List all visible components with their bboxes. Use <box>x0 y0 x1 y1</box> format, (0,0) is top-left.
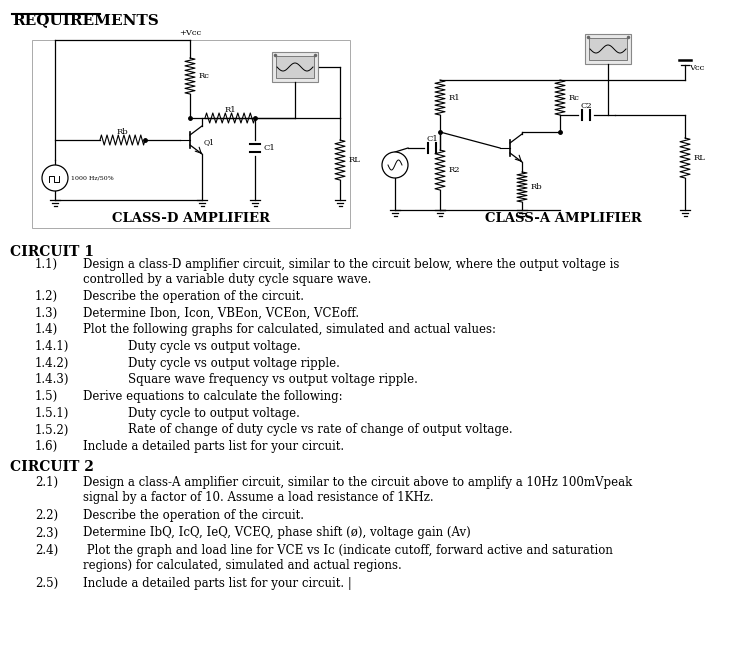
Text: 1.5.1): 1.5.1) <box>35 407 69 420</box>
Text: REQUIREMENTS: REQUIREMENTS <box>12 13 158 27</box>
Text: Rc: Rc <box>569 93 580 101</box>
Text: CLASS-D AMPLIFIER: CLASS-D AMPLIFIER <box>112 212 270 225</box>
Text: 2.1): 2.1) <box>35 476 58 489</box>
Text: Plot the following graphs for calculated, simulated and actual values:: Plot the following graphs for calculated… <box>83 323 496 336</box>
Circle shape <box>42 165 68 191</box>
Text: R1: R1 <box>224 106 236 114</box>
Text: Determine Ibon, Icon, VBEon, VCEon, VCEoff.: Determine Ibon, Icon, VBEon, VCEon, VCEo… <box>83 306 359 320</box>
Text: Design a class-D amplifier circuit, similar to the circuit below, where the outp: Design a class-D amplifier circuit, simi… <box>83 258 619 271</box>
Bar <box>589 38 627 60</box>
Bar <box>276 56 314 78</box>
Text: C2: C2 <box>580 102 592 110</box>
Text: Vcc: Vcc <box>689 64 704 72</box>
Text: CLASS-A AMPLIFIER: CLASS-A AMPLIFIER <box>485 212 642 225</box>
Text: 1.2): 1.2) <box>35 290 58 303</box>
Text: 1.3): 1.3) <box>35 306 58 320</box>
Text: 1.4): 1.4) <box>35 323 58 336</box>
Text: 1000 Hz/50%: 1000 Hz/50% <box>71 176 114 180</box>
Text: Include a detailed parts list for your circuit. |: Include a detailed parts list for your c… <box>83 577 352 590</box>
Bar <box>585 34 631 64</box>
Text: Duty cycle to output voltage.: Duty cycle to output voltage. <box>128 407 300 420</box>
Text: 1.4.3): 1.4.3) <box>35 374 69 386</box>
Text: Include a detailed parts list for your circuit.: Include a detailed parts list for your c… <box>83 440 344 453</box>
Text: Square wave frequency vs output voltage ripple.: Square wave frequency vs output voltage … <box>128 374 418 386</box>
Text: Plot the graph and load line for VCE vs Ic (indicate cutoff, forward active and : Plot the graph and load line for VCE vs … <box>83 544 613 557</box>
Text: Design a class-A amplifier circuit, similar to the circuit above to amplify a 10: Design a class-A amplifier circuit, simi… <box>83 476 632 489</box>
Text: RL: RL <box>694 154 706 162</box>
Text: 2.2): 2.2) <box>35 509 58 521</box>
Text: Duty cycle vs output voltage.: Duty cycle vs output voltage. <box>128 340 301 353</box>
Text: Rb: Rb <box>117 128 128 136</box>
Text: 2.3): 2.3) <box>35 527 58 539</box>
Text: Duty cycle vs output voltage ripple.: Duty cycle vs output voltage ripple. <box>128 357 340 370</box>
Text: 1.1): 1.1) <box>35 258 58 271</box>
Text: Determine IbQ, IcQ, IeQ, VCEQ, phase shift (ø), voltage gain (Av): Determine IbQ, IcQ, IeQ, VCEQ, phase shi… <box>83 527 471 539</box>
Text: RL: RL <box>349 156 361 164</box>
Text: controlled by a variable duty cycle square wave.: controlled by a variable duty cycle squa… <box>83 273 372 286</box>
Text: +Vcc: +Vcc <box>179 29 201 37</box>
Text: 2.5): 2.5) <box>35 577 58 590</box>
Text: R1: R1 <box>449 93 461 101</box>
Text: Q1: Q1 <box>204 138 215 146</box>
Bar <box>32 40 350 228</box>
Text: Rb: Rb <box>531 183 542 191</box>
Text: 1.4.2): 1.4.2) <box>35 357 69 370</box>
Text: 1.5): 1.5) <box>35 390 58 403</box>
Text: Describe the operation of the circuit.: Describe the operation of the circuit. <box>83 509 304 521</box>
Text: Describe the operation of the circuit.: Describe the operation of the circuit. <box>83 290 304 303</box>
Text: CIRCUIT 1: CIRCUIT 1 <box>10 245 94 259</box>
Text: 1.4.1): 1.4.1) <box>35 340 69 353</box>
Text: CIRCUIT 2: CIRCUIT 2 <box>10 460 94 474</box>
Text: R2: R2 <box>449 166 461 174</box>
Text: 2.4): 2.4) <box>35 544 58 557</box>
Text: Derive equations to calculate the following:: Derive equations to calculate the follow… <box>83 390 342 403</box>
Bar <box>272 52 318 82</box>
Text: Rate of change of duty cycle vs rate of change of output voltage.: Rate of change of duty cycle vs rate of … <box>128 424 512 436</box>
Circle shape <box>382 152 408 178</box>
Text: C1: C1 <box>263 144 274 152</box>
Text: signal by a factor of 10. Assume a load resistance of 1KHz.: signal by a factor of 10. Assume a load … <box>83 491 434 504</box>
Text: C1: C1 <box>426 135 438 143</box>
Text: 1.5.2): 1.5.2) <box>35 424 69 436</box>
Text: 1.6): 1.6) <box>35 440 58 453</box>
Text: Rc: Rc <box>199 72 210 80</box>
Text: regions) for calculated, simulated and actual regions.: regions) for calculated, simulated and a… <box>83 559 402 572</box>
